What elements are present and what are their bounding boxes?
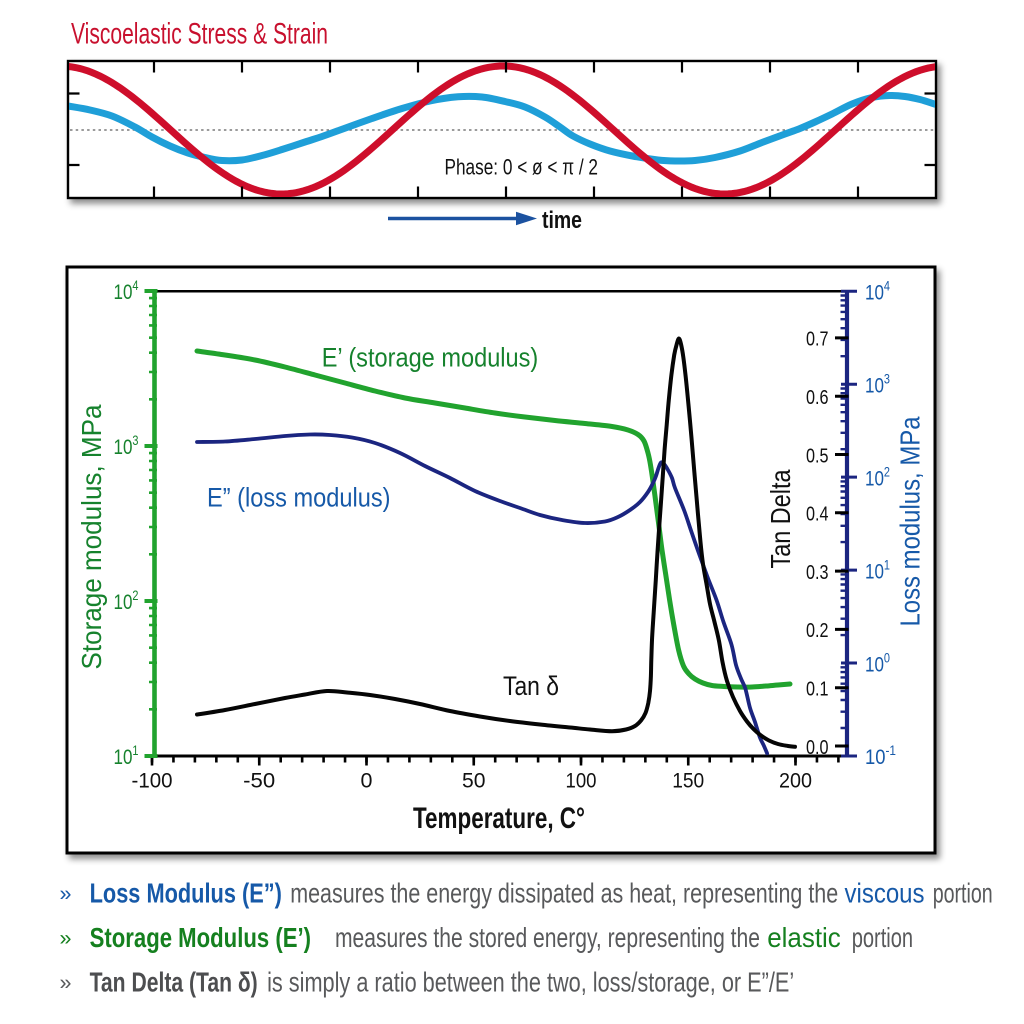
svg-text:»: » (60, 971, 72, 995)
svg-text:Storage Modulus (E’): Storage Modulus (E’) (90, 922, 311, 953)
svg-text:0.4: 0.4 (806, 503, 829, 526)
svg-text:0.5: 0.5 (806, 444, 829, 467)
svg-text:»: » (60, 882, 72, 906)
svg-text:viscous: viscous (845, 878, 925, 909)
svg-text:0.2: 0.2 (806, 619, 829, 642)
svg-text:150: 150 (672, 769, 704, 793)
svg-text:elastic: elastic (767, 922, 841, 953)
svg-text:50: 50 (462, 769, 486, 793)
svg-text:Storage modulus, MPa: Storage modulus, MPa (76, 404, 107, 669)
svg-text:Viscoelastic Stress & Strain: Viscoelastic Stress & Strain (71, 18, 328, 51)
svg-text:0: 0 (361, 769, 373, 793)
svg-text:Tan Delta (Tan δ): Tan Delta (Tan δ) (90, 967, 258, 998)
svg-text:E’ (storage modulus): E’ (storage modulus) (322, 343, 539, 373)
svg-text:Loss modulus, MPa: Loss modulus, MPa (895, 416, 926, 626)
svg-text:Phase: 0 < ø < π / 2: Phase: 0 < ø < π / 2 (445, 155, 599, 180)
svg-text:portion: portion (933, 878, 993, 909)
svg-text:0.1: 0.1 (806, 678, 829, 701)
svg-text:200: 200 (779, 769, 812, 793)
svg-text:measures the stored energy, re: measures the stored energy, representing… (335, 922, 760, 953)
svg-text:-100: -100 (132, 769, 173, 793)
svg-text:measures the energy dissipated: measures the energy dissipated as heat, … (290, 878, 838, 909)
svg-text:is simply a ratio between the: is simply a ratio between the two, loss/… (267, 967, 794, 998)
svg-text:Tan Delta: Tan Delta (765, 469, 796, 568)
svg-text:0.3: 0.3 (806, 561, 829, 584)
svg-text:E” (loss modulus): E” (loss modulus) (207, 482, 391, 512)
svg-text:100: 100 (566, 769, 597, 793)
svg-text:-50: -50 (243, 769, 275, 793)
svg-text:portion: portion (852, 922, 913, 953)
svg-text:0.6: 0.6 (806, 386, 829, 409)
svg-text:0.7: 0.7 (806, 328, 829, 351)
svg-text:0.0: 0.0 (806, 736, 829, 759)
svg-text:»: » (60, 926, 72, 950)
svg-text:Temperature, C°: Temperature, C° (413, 802, 585, 835)
svg-text:Tan δ: Tan δ (503, 671, 559, 701)
svg-text:Loss Modulus (E”): Loss Modulus (E”) (90, 878, 282, 909)
svg-text:time: time (542, 207, 582, 234)
